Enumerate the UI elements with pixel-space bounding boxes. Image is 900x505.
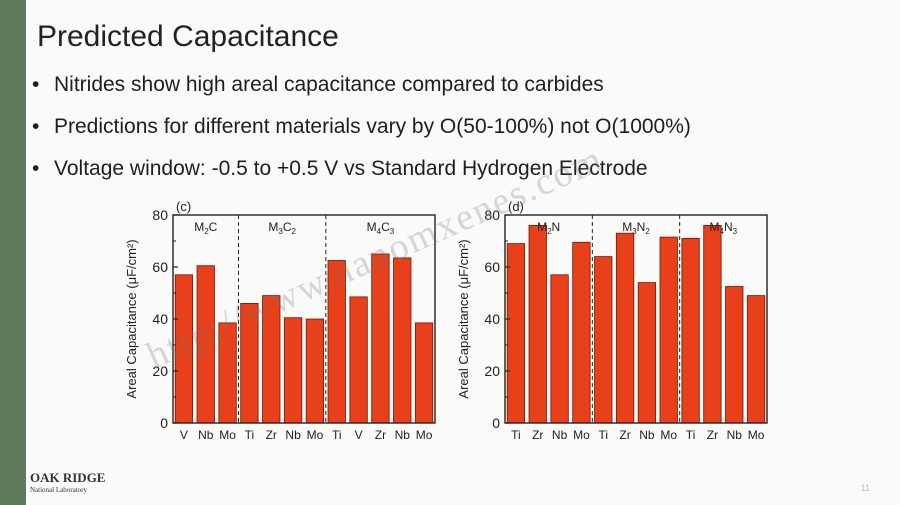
y-tick-label: 40 [484, 311, 500, 327]
y-axis-title: Areal Capacitance (μF/cm²) [124, 239, 139, 398]
x-tick-label: Mo [573, 428, 590, 442]
x-tick-label: Nb [639, 428, 655, 442]
bullet-text: Predictions for different materials vary… [54, 115, 691, 138]
x-tick-label: V [355, 428, 363, 442]
oak-ridge-logo: OAK RIDGE National Laboratory [30, 470, 105, 494]
x-tick-label: Mo [416, 428, 433, 442]
x-tick-label: Zr [532, 428, 543, 442]
x-tick-label: Mo [660, 428, 677, 442]
slide-accent-bar [0, 0, 26, 505]
x-tick-label: Nb [552, 428, 568, 442]
bar [349, 296, 368, 424]
y-tick-label: 80 [152, 207, 168, 223]
bar [528, 224, 547, 424]
group-label: M4C3 [367, 220, 395, 236]
x-tick-label: Nb [395, 428, 411, 442]
bullet-item: • Nitrides show high areal capacitance co… [32, 70, 691, 112]
bullet-item: • Voltage window: -0.5 to +0.5 V vs Stand… [32, 154, 691, 196]
bar [305, 318, 325, 424]
slide-title: Predicted Capacitance [37, 20, 339, 53]
bullet-text: Nitrides show high areal capacitance com… [54, 73, 604, 96]
bullet-dot: • [32, 157, 40, 180]
y-tick-label: 60 [152, 259, 168, 275]
chart-nitrides: 0 20 40 60 80 Ti Zr Nb Mo Ti Zr Nb Mo Ti Zr Nb Mo M2N M3N2… [456, 199, 768, 442]
bullet-dot: • [32, 115, 40, 138]
x-tick-label: Ti [511, 428, 521, 442]
logo-sub-text: National Laboratory [30, 486, 87, 494]
bar [506, 243, 526, 424]
group-label: M3C2 [268, 220, 296, 236]
bar [594, 256, 613, 424]
x-tick-label: Nb [727, 428, 743, 442]
page-number: 11 [860, 483, 870, 493]
group-label: M2N [537, 220, 560, 236]
bar [283, 317, 303, 424]
x-tick-label: V [180, 428, 188, 442]
x-tick-label: Ti [332, 428, 342, 442]
y-tick-label: 20 [484, 363, 500, 379]
y-tick-label: 60 [484, 259, 500, 275]
chart-carbides: 0 20 40 60 80 V Nb Mo Ti Zr Nb Mo Ti V Zr Nb Mo M2C M3C2 M4… [124, 199, 436, 442]
bar [659, 236, 678, 424]
panel-label: (d) [508, 199, 524, 214]
x-tick-label: Zr [266, 428, 277, 442]
bar [393, 257, 412, 424]
x-tick-label: Mo [748, 428, 765, 442]
logo-main-text: OAK RIDGE [30, 470, 106, 485]
x-tick-label: Mo [219, 428, 236, 442]
x-tick-label: Nb [285, 428, 301, 442]
group-label: M4N3 [710, 220, 738, 236]
bullet-list: • Nitrides show high areal capacitance co… [32, 70, 691, 196]
y-tick-label: 0 [160, 415, 168, 431]
bar [615, 232, 635, 424]
bar [681, 238, 700, 424]
x-tick-label: Zr [375, 428, 386, 442]
bar [703, 224, 722, 424]
x-tick-label: Ti [598, 428, 608, 442]
y-tick-label: 80 [484, 207, 500, 223]
group-label: M2C [194, 220, 217, 236]
bar [725, 286, 744, 424]
y-tick-label: 40 [152, 311, 168, 327]
y-tick-label: 0 [492, 415, 500, 431]
panel-label: (c) [176, 199, 191, 214]
bar [572, 241, 591, 424]
x-tick-label: Ti [686, 428, 696, 442]
x-tick-label: Zr [707, 428, 718, 442]
y-axis-title: Areal Capacitance (μF/cm²) [456, 239, 471, 398]
y-tick-label: 20 [152, 363, 168, 379]
x-tick-label: Mo [307, 428, 324, 442]
bullet-text: Voltage window: -0.5 to +0.5 V vs Standa… [54, 157, 648, 180]
bar [746, 295, 766, 424]
x-tick-label: Ti [245, 428, 255, 442]
x-tick-label: Zr [619, 428, 630, 442]
bar [550, 274, 569, 424]
bar [637, 282, 657, 424]
bullet-item: • Predictions for different materials var… [32, 112, 691, 154]
bullet-dot: • [32, 73, 40, 96]
bar [414, 322, 434, 424]
x-tick-label: Nb [198, 428, 214, 442]
group-label: M3N2 [622, 220, 650, 236]
